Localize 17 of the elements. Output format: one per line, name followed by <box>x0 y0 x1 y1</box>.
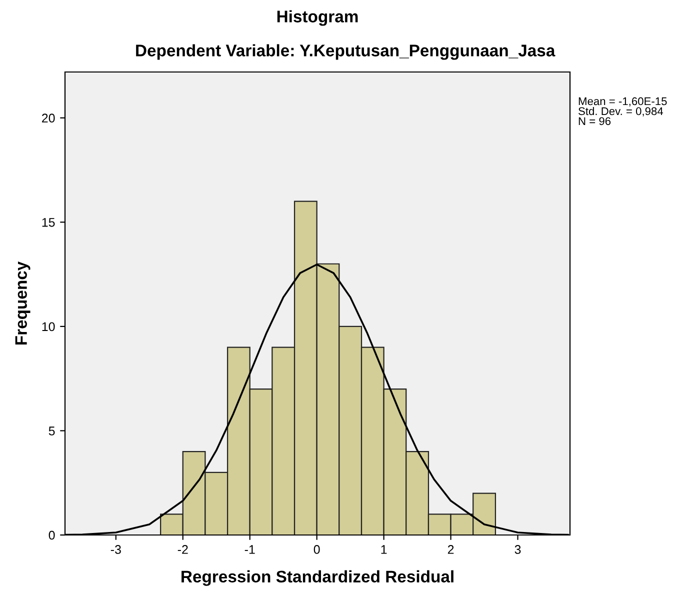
x-tick-label: 1 <box>381 545 387 554</box>
y-tick-label: 5 <box>48 426 55 436</box>
x-tick-label: 0 <box>314 545 320 554</box>
x-tick-label: 3 <box>514 545 521 554</box>
y-tick-label: 20 <box>42 114 55 123</box>
y-axis-title: Frequency <box>15 261 30 345</box>
y-tick-label: 0 <box>48 530 55 540</box>
x-tick-label: 2 <box>448 545 454 554</box>
chart-title: Histogram <box>277 10 358 26</box>
y-tick-label: 10 <box>42 322 55 332</box>
x-tick-label: -3 <box>110 545 121 554</box>
x-tick-label: -1 <box>244 545 255 554</box>
text: Mean = -1,60E-15 Std. Dev. = 0,984 N = 96 <box>578 97 667 126</box>
x-tick-label: -2 <box>178 545 188 554</box>
x-axis-title: Regression Standardized Residual <box>182 570 454 586</box>
chart-subtitle: Dependent Variable: Y.Keputusan_Penggunaan_Jasa <box>136 44 556 60</box>
y-tick-label: 15 <box>42 218 55 227</box>
